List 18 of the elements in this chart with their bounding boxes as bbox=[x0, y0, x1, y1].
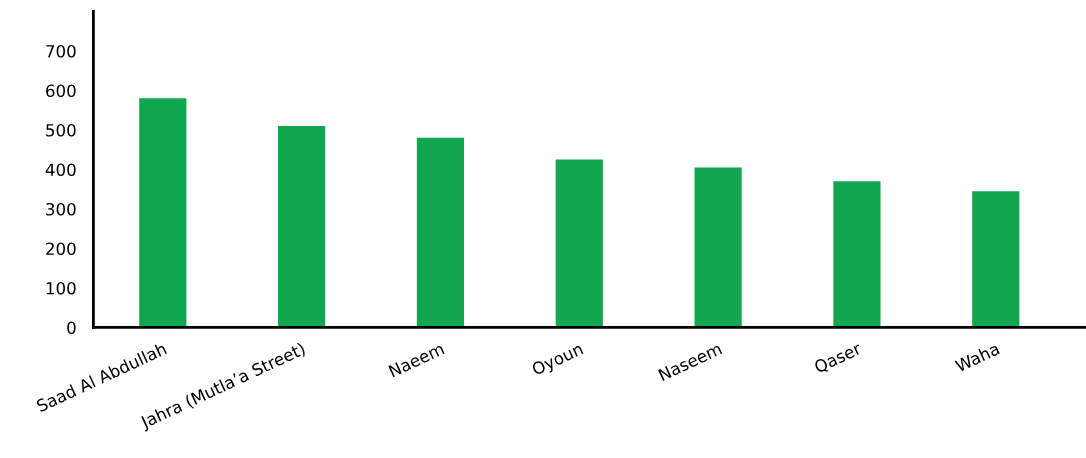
y-tick-label: 700 bbox=[46, 44, 76, 58]
y-tick-label: 100 bbox=[46, 281, 76, 295]
y-tick-label: 300 bbox=[46, 202, 76, 216]
bar bbox=[416, 137, 465, 328]
y-tick-label: 400 bbox=[45, 163, 76, 177]
y-tick-label: 0 bbox=[67, 321, 76, 335]
y-tick-label: 600 bbox=[46, 84, 76, 98]
x-tick-label: Oyoun bbox=[531, 342, 585, 379]
bar bbox=[972, 191, 1020, 328]
bar bbox=[555, 159, 603, 328]
y-tick-label: 200 bbox=[46, 242, 76, 256]
bar bbox=[278, 126, 326, 328]
bar bbox=[139, 98, 187, 328]
x-tick-label: Qaser bbox=[813, 341, 864, 376]
bar bbox=[833, 181, 881, 328]
bar bbox=[694, 167, 742, 328]
x-tick-label: Waha bbox=[954, 342, 1000, 373]
y-tick-label: 500 bbox=[46, 123, 76, 137]
